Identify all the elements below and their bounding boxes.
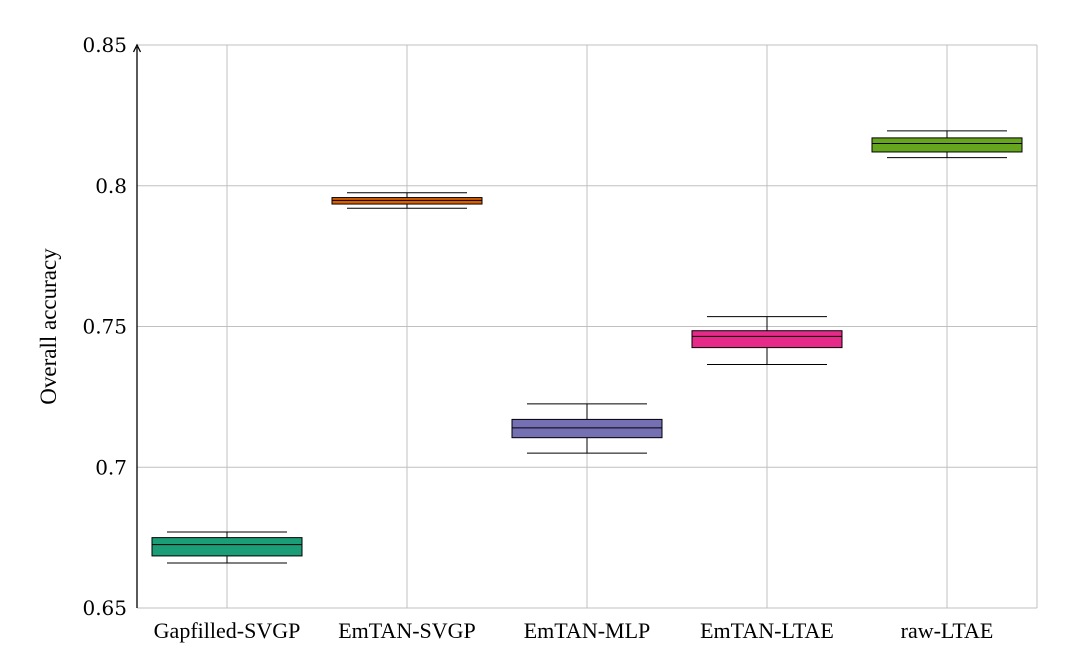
y-axis-arrow [132, 43, 142, 53]
x-tick-label: Gapfilled-SVGP [154, 618, 301, 643]
x-tick-label: EmTAN-SVGP [338, 618, 476, 643]
x-tick-label: raw-LTAE [901, 618, 994, 643]
y-tick-label: 0.75 [82, 315, 127, 339]
y-tick-label: 0.65 [82, 596, 127, 620]
y-tick-labels: 0.65 0.7 0.75 0.8 0.85 [82, 33, 127, 620]
box-emtan-ltae [691, 316, 843, 366]
box-gapfilled-svgp [151, 531, 303, 564]
x-tick-label: EmTAN-MLP [524, 618, 651, 643]
x-tick-label: EmTAN-LTAE [700, 618, 834, 643]
box-emtan-svgp [331, 192, 483, 209]
box-body [871, 137, 1023, 153]
axes [132, 43, 1037, 609]
y-tick-label: 0.85 [82, 33, 127, 57]
y-axis-label: Overall accuracy [36, 248, 61, 405]
y-tick-label: 0.7 [95, 455, 127, 479]
y-tick-label: 0.8 [95, 174, 127, 198]
box-raw-ltae [871, 130, 1023, 159]
box-emtan-mlp [511, 403, 663, 454]
box-body [691, 330, 843, 349]
x-tick-labels: Gapfilled-SVGP EmTAN-SVGP EmTAN-MLP EmTAN-L… [154, 618, 994, 643]
grid-lines [137, 44, 1038, 609]
box-body [151, 537, 303, 557]
box-series [151, 130, 1023, 564]
box-body [511, 418, 663, 439]
